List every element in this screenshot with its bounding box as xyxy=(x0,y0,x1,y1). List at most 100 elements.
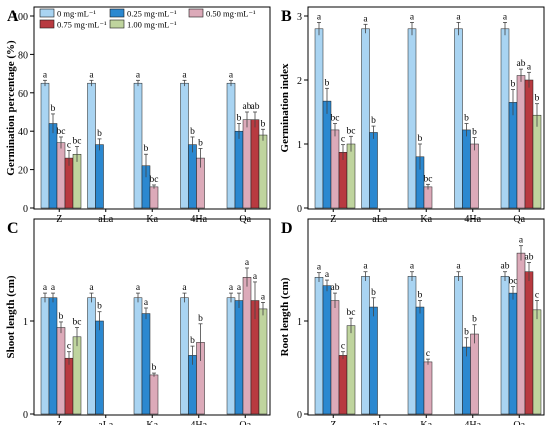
significance-letter: b xyxy=(237,114,242,124)
significance-letter: b xyxy=(198,314,203,324)
bar xyxy=(250,119,260,209)
bar xyxy=(234,130,244,209)
bar xyxy=(338,355,348,415)
legend-item: 0.50 mg·mL⁻¹ xyxy=(188,8,256,19)
legend-label: 1.00 mg·mL⁻¹ xyxy=(127,20,177,30)
significance-letter: bc xyxy=(331,114,340,124)
bar xyxy=(407,28,417,209)
significance-letter: a xyxy=(182,283,187,293)
bar xyxy=(508,102,518,209)
bar xyxy=(188,144,197,209)
y-axis-label: Root length (cm) xyxy=(279,277,291,356)
x-tick-label: Z xyxy=(330,420,336,425)
bar xyxy=(516,75,526,209)
y-tick-label: 3 xyxy=(297,12,302,23)
significance-letter: a xyxy=(519,236,524,246)
bar xyxy=(149,374,159,415)
bar xyxy=(470,143,479,209)
bar xyxy=(133,297,143,415)
bar xyxy=(500,276,510,415)
significance-letter: b xyxy=(190,127,195,137)
bar xyxy=(508,292,518,415)
significance-letter: b xyxy=(97,129,102,139)
significance-letter: c xyxy=(341,342,345,352)
bar xyxy=(48,297,58,415)
significance-letter: b xyxy=(511,80,516,90)
bar xyxy=(141,313,151,415)
x-tick-label: Ka xyxy=(146,420,158,425)
bar xyxy=(369,306,378,415)
significance-letter: ab xyxy=(501,262,510,272)
bar xyxy=(470,333,479,415)
y-tick-label: 20 xyxy=(18,166,28,177)
significance-letter: b xyxy=(97,302,102,312)
legend-item: 0.75 mg·mL⁻¹ xyxy=(39,19,107,30)
legend-swatch xyxy=(188,8,204,18)
y-tick-label: 0 xyxy=(297,410,302,421)
significance-letter: a xyxy=(89,283,94,293)
significance-letter: b xyxy=(418,291,423,301)
significance-letter: b xyxy=(59,312,64,322)
bar xyxy=(226,297,236,415)
significance-letter: b xyxy=(152,363,157,373)
y-tick-label: 2 xyxy=(297,76,302,87)
significance-letter: b xyxy=(472,128,477,138)
legend-label: 0 mg·mL⁻¹ xyxy=(57,9,96,19)
significance-letter: a xyxy=(229,283,234,293)
significance-letter: ab xyxy=(243,102,252,112)
significance-letter: a xyxy=(410,262,415,272)
bar xyxy=(180,297,189,415)
x-tick-label: Qa xyxy=(513,420,525,425)
significance-letter: a xyxy=(363,262,368,272)
significance-letter: a xyxy=(229,70,234,80)
significance-letter: b xyxy=(535,94,540,104)
significance-letter: a xyxy=(136,70,141,80)
bar xyxy=(64,357,74,415)
bar xyxy=(72,336,82,415)
bar xyxy=(314,28,324,209)
significance-letter: a xyxy=(317,12,322,22)
significance-letter: b xyxy=(144,144,149,154)
significance-letter: bc xyxy=(73,137,82,147)
significance-letter: a xyxy=(325,270,330,280)
y-tick-label: 100 xyxy=(13,12,28,23)
significance-letter: a xyxy=(456,262,461,272)
bar xyxy=(454,28,463,209)
legend-swatch xyxy=(39,19,55,29)
x-tick-label: aLa xyxy=(98,420,114,425)
bar xyxy=(500,28,510,209)
bar xyxy=(524,271,534,415)
legend-label: 0.50 mg·mL⁻¹ xyxy=(206,9,256,19)
bar xyxy=(532,114,542,209)
y-tick-label: 1 xyxy=(23,317,28,328)
bar xyxy=(258,308,268,415)
significance-letter: a xyxy=(182,70,187,80)
significance-letter: b xyxy=(198,138,203,148)
legend-label: 0.75 mg·mL⁻¹ xyxy=(57,20,107,30)
bar xyxy=(314,277,324,415)
panel-label: A xyxy=(7,8,19,25)
significance-letter: b xyxy=(464,328,469,338)
significance-letter: c xyxy=(535,291,539,301)
y-tick-label: 60 xyxy=(18,89,28,100)
significance-letter: a xyxy=(89,70,94,80)
bar xyxy=(423,361,433,415)
significance-letter: ab xyxy=(517,59,526,69)
bar xyxy=(258,134,268,209)
significance-letter: ab xyxy=(525,252,534,262)
significance-letter: a xyxy=(253,272,258,282)
bar xyxy=(133,82,143,209)
significance-letter: a xyxy=(43,70,48,80)
panel-label: D xyxy=(281,220,293,237)
bar xyxy=(149,186,159,209)
significance-letter: a xyxy=(456,12,461,22)
bar xyxy=(330,129,340,209)
bar xyxy=(56,142,66,209)
bar xyxy=(95,144,104,209)
bar xyxy=(87,297,96,415)
bar xyxy=(330,300,340,415)
y-tick-label: 0 xyxy=(23,204,28,215)
